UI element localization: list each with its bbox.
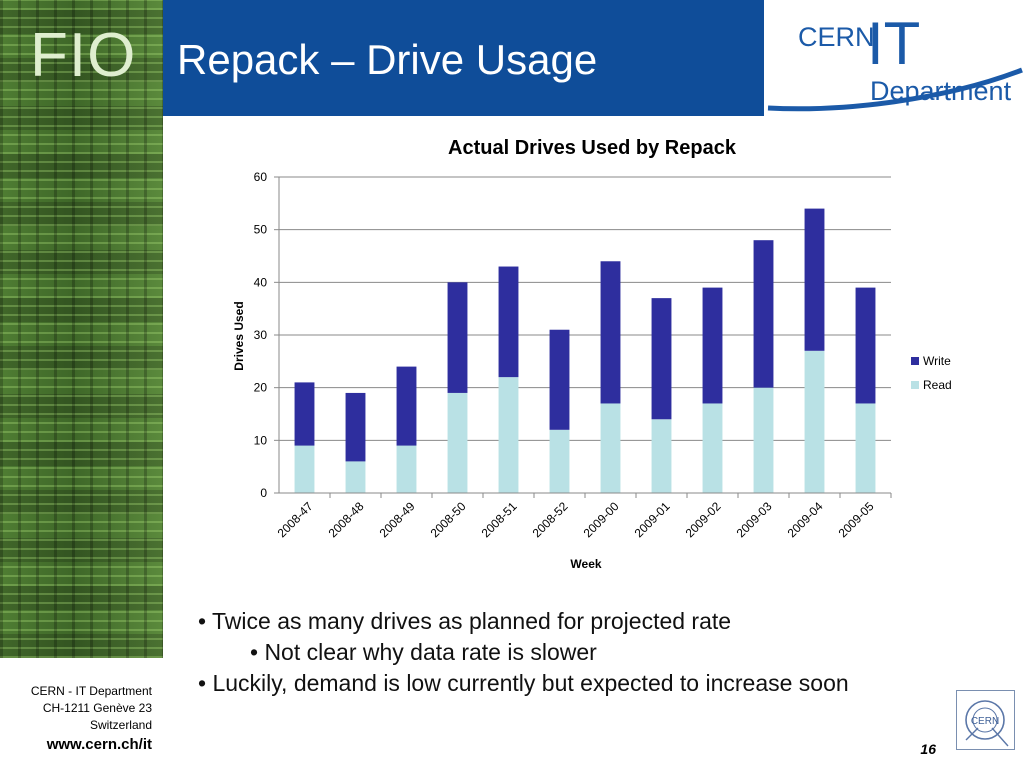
header-bar: Repack – Drive Usage CERN IT Department	[163, 0, 1024, 116]
bar-segment-read	[651, 419, 672, 493]
it-word: IT	[867, 10, 921, 77]
x-tick-label: 2008-51	[479, 499, 520, 540]
x-axis-label: Week	[570, 557, 601, 571]
x-tick-label: 2009-01	[632, 499, 673, 540]
y-axis-label: Drives Used	[232, 301, 246, 370]
bullet-list: • Twice as many drives as planned for pr…	[198, 606, 978, 699]
y-tick-label: 50	[254, 223, 268, 237]
legend-swatch-read	[911, 381, 919, 389]
x-tick-label: 2009-03	[734, 499, 775, 540]
cern-emblem: CERN	[956, 690, 1015, 750]
stacked-bar-chart: Actual Drives Used by Repack Drives Used…	[232, 137, 952, 571]
bar-segment-write	[294, 382, 315, 446]
sidebar-banner: FIO	[0, 0, 163, 658]
bar-segment-write	[702, 287, 723, 404]
footer-address: CERN - IT Department CH-1211 Genève 23 S…	[6, 683, 152, 756]
department-word: Department	[870, 76, 1012, 106]
x-tick-label: 2008-50	[428, 499, 469, 540]
footer-line: CERN - IT Department	[30, 684, 152, 698]
x-tick-label: 2008-48	[326, 499, 367, 540]
bar-segment-read	[600, 403, 621, 493]
footer-line: Switzerland	[89, 718, 152, 732]
legend-swatch-write	[911, 357, 919, 365]
y-tick-label: 20	[254, 381, 268, 395]
bullet-item: • Twice as many drives as planned for pr…	[198, 608, 732, 634]
x-tick-label: 2009-00	[581, 499, 622, 540]
footer-website-link[interactable]: www.cern.ch/it	[46, 736, 152, 753]
bar-segment-read	[753, 387, 774, 493]
page-number: 16	[920, 741, 936, 757]
bullet-item: • Luckily, demand is low currently but e…	[198, 670, 849, 696]
bar-segment-read	[549, 429, 570, 493]
legend-label-read: Read	[923, 378, 952, 392]
bar-segment-write	[600, 261, 621, 404]
footer-line: CH-1211 Genève 23	[42, 701, 152, 715]
chart-title: Actual Drives Used by Repack	[448, 137, 737, 159]
y-tick-label: 30	[254, 328, 268, 342]
cern-logo-swoosh-icon	[767, 67, 1023, 112]
cern-emblem-text: CERN	[971, 716, 999, 727]
bar-segment-read	[498, 377, 519, 493]
x-tick-label: 2009-04	[785, 499, 826, 540]
y-tick-label: 60	[254, 170, 268, 184]
bar-segment-read	[396, 445, 417, 493]
bar-segment-write	[549, 329, 570, 430]
fio-logo: FIO	[30, 21, 137, 90]
cern-it-logo: CERN IT Department	[764, 0, 1024, 116]
sub-bullet-item: • Not clear why data rate is slower	[250, 639, 597, 665]
bar-segment-read	[855, 403, 876, 493]
cern-word: CERN	[798, 22, 875, 52]
y-tick-label: 10	[254, 433, 268, 447]
x-tick-label: 2009-02	[683, 499, 724, 540]
bar-segment-write	[396, 366, 417, 446]
bar-segment-write	[651, 298, 672, 420]
y-tick-label: 40	[254, 275, 268, 289]
cern-emblem-icon: CERN	[956, 690, 1015, 750]
bar-segment-write	[498, 266, 519, 378]
bar-segment-read	[345, 461, 366, 493]
bar-segment-read	[294, 445, 315, 493]
bar-segment-write	[345, 392, 366, 462]
chart-container: Actual Drives Used by Repack Drives Used…	[228, 130, 988, 580]
bar-segment-read	[702, 403, 723, 493]
bar-segment-read	[804, 350, 825, 493]
slide-title: Repack – Drive Usage	[177, 36, 598, 83]
y-tick-label: 0	[260, 486, 267, 500]
bar-segment-write	[804, 208, 825, 351]
x-tick-label: 2009-05	[836, 499, 877, 540]
x-tick-label: 2008-49	[377, 499, 418, 540]
bar-segment-write	[753, 240, 774, 388]
bar-segment-read	[447, 392, 468, 493]
bar-segment-write	[855, 287, 876, 404]
legend-label-write: Write	[923, 354, 951, 368]
bar-segment-write	[447, 282, 468, 393]
x-tick-label: 2008-47	[275, 499, 316, 540]
x-tick-label: 2008-52	[530, 499, 571, 540]
